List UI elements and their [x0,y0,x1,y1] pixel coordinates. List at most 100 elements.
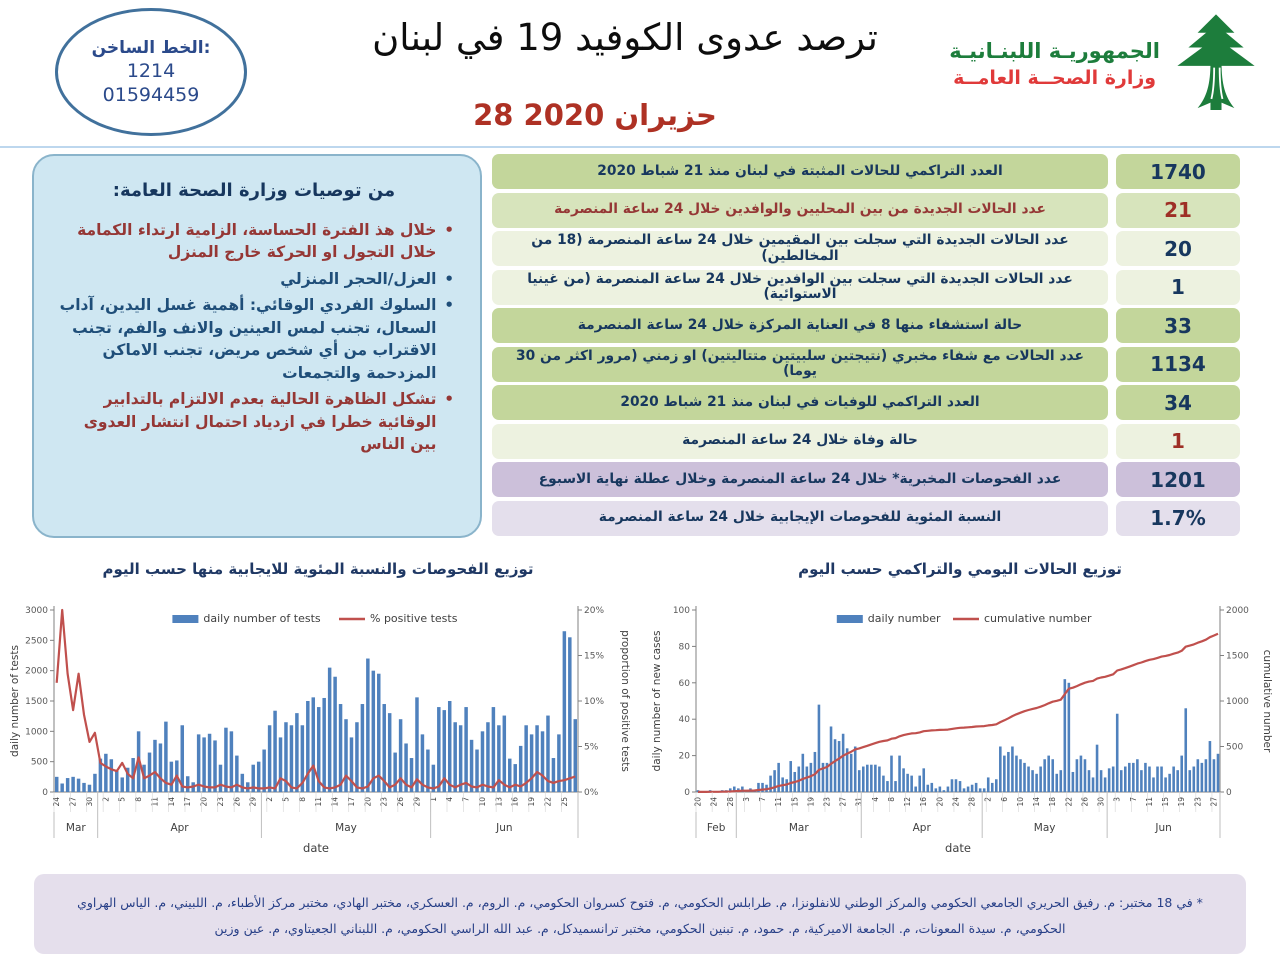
hotline-label: الخط الساخن: [91,38,211,58]
svg-text:27: 27 [1209,797,1218,807]
svg-text:19: 19 [806,797,815,807]
svg-text:1000: 1000 [25,727,48,737]
stat-row: حالة استشفاء منها 8 في العناية المركزة خ… [492,308,1240,343]
svg-text:proportion of positive tests: proportion of positive tests [619,630,631,772]
svg-text:29: 29 [249,797,258,807]
svg-text:May: May [1034,822,1056,834]
svg-text:24: 24 [710,797,719,807]
stat-label: عدد الحالات الجديدة التي سجلت بين الوافد… [492,269,1108,305]
svg-text:12: 12 [903,797,912,807]
svg-text:7: 7 [758,797,767,802]
svg-text:40: 40 [679,715,691,725]
svg-text:27: 27 [839,797,848,807]
stat-value: 1740 [1116,154,1240,189]
svg-text:2000: 2000 [25,667,48,677]
svg-text:daily number of new cases: daily number of new cases [651,631,663,772]
svg-text:daily number of tests: daily number of tests [9,645,21,757]
svg-text:7: 7 [462,797,471,802]
page-title: ترصد عدوى الكوفيد 19 في لبنان [372,16,878,59]
svg-text:16: 16 [919,797,928,807]
ministry-logo: الجمهوريـة اللبنـانيـة وزارة الصحــة الع… [949,10,1262,118]
stats-table: العدد التراكمي للحالات المثبتة في لبنان … [492,154,1240,539]
svg-text:100: 100 [673,606,690,616]
recommendations-title: من توصيات وزارة الصحة العامة: [112,180,396,201]
stat-row: العدد التراكمي للوفيات في لبنان منذ 21 ش… [492,385,1240,420]
stat-value: 1201 [1116,462,1240,497]
svg-text:Apr: Apr [170,822,189,834]
svg-text:3: 3 [1113,797,1122,802]
svg-text:80: 80 [679,642,691,652]
svg-text:daily number of tests: daily number of tests [203,612,320,625]
stat-row: عدد الحالات مع شفاء مخبري (نتيجتين سلبيت… [492,346,1240,382]
svg-text:20: 20 [694,797,703,807]
svg-text:11: 11 [774,797,783,807]
recommendation-text: خلال هذ الفترة الحساسة، الزامية ارتداء ا… [77,221,437,262]
svg-text:Apr: Apr [913,822,932,834]
svg-text:23: 23 [823,797,832,807]
svg-text:19: 19 [1177,797,1186,807]
svg-text:15: 15 [1161,797,1170,807]
svg-text:2500: 2500 [25,636,48,646]
bullet-icon: • [444,221,454,239]
svg-text:24: 24 [52,797,61,807]
svg-text:10: 10 [1016,797,1025,807]
recommendation-item: • خلال هذ الفترة الحساسة، الزامية ارتداء … [54,219,454,264]
stat-row: عدد الحالات الجديدة التي سجلت بين المقيم… [492,231,1240,266]
recommendation-text: العزل/الحجر المنزلي [280,269,437,288]
svg-text:1000: 1000 [1226,697,1249,707]
svg-text:22: 22 [543,797,552,807]
svg-text:3000: 3000 [25,606,48,616]
svg-text:5: 5 [281,797,290,802]
svg-text:May: May [335,822,357,834]
hotline-number-1: 1214 [126,60,176,82]
svg-text:3: 3 [742,797,751,802]
svg-text:14: 14 [331,797,340,807]
labs-footnote: * في 18 مختبر: م. رفيق الحريري الجامعي ا… [34,874,1246,954]
stat-label: عدد الحالات الجديدة التي سجلت بين المقيم… [492,231,1108,266]
svg-text:23: 23 [1193,797,1202,807]
stat-label: حالة وفاة خلال 24 ساعة المنصرمة [492,423,1108,459]
stat-label: النسبة المئوية للفحوصات الإيجابية خلال 2… [492,500,1108,536]
chart-title-cases: توزيع الحالات اليومي والتراكمي حسب اليوم [798,560,1122,578]
svg-text:20: 20 [200,797,209,807]
stat-label: عدد الفحوصات المخبرية* خلال 24 ساعة المن… [492,462,1108,497]
ministry-name-line2: وزارة الصحــة العامــة [953,67,1157,89]
svg-text:26: 26 [232,797,241,807]
svg-text:23: 23 [380,797,389,807]
recommendation-text: تشكل الظاهرة الحالية بعدم الالتزام بالتد… [83,390,437,454]
svg-text:4: 4 [871,797,880,802]
svg-text:8: 8 [887,797,896,802]
svg-text:20: 20 [935,797,944,807]
stat-value: 1 [1116,269,1240,305]
svg-text:2: 2 [101,797,110,802]
svg-text:2: 2 [984,797,993,802]
bullet-icon: • [444,296,454,315]
svg-text:Mar: Mar [66,822,86,834]
svg-text:1500: 1500 [1226,652,1249,662]
svg-text:10%: 10% [584,697,604,707]
svg-text:0%: 0% [584,788,599,798]
stat-row: حالة وفاة خلال 24 ساعة المنصرمة 1 [492,423,1240,459]
stat-label: عدد الحالات الجديدة من بين المحليين والو… [492,192,1108,228]
recommendation-item: • السلوك الفردي الوقائي: أهمية غسل اليدين… [54,294,454,384]
svg-text:1: 1 [429,797,438,802]
svg-text:Jun: Jun [1154,822,1171,834]
svg-text:20%: 20% [584,606,604,616]
svg-text:14: 14 [1032,797,1041,807]
recommendations-box: من توصيات وزارة الصحة العامة: • خلال هذ ا… [32,154,482,538]
chart-title-tests: توزيع الفحوصات والنسبة المئوية للايجابية… [102,560,534,578]
svg-text:28: 28 [968,797,977,807]
svg-text:7: 7 [1129,797,1138,802]
stat-label: العدد التراكمي للحالات المثبتة في لبنان … [492,154,1108,189]
svg-text:30: 30 [85,797,94,807]
stat-value: 34 [1116,385,1240,420]
svg-text:cumulative number: cumulative number [1261,650,1273,753]
svg-text:0: 0 [684,788,690,798]
svg-text:16: 16 [511,797,520,807]
stat-value: 21 [1116,192,1240,228]
stat-row: النسبة المئوية للفحوصات الإيجابية خلال 2… [492,500,1240,536]
stat-row: العدد التراكمي للحالات المثبتة في لبنان … [492,154,1240,189]
stat-label: عدد الحالات مع شفاء مخبري (نتيجتين سلبيت… [492,346,1108,382]
